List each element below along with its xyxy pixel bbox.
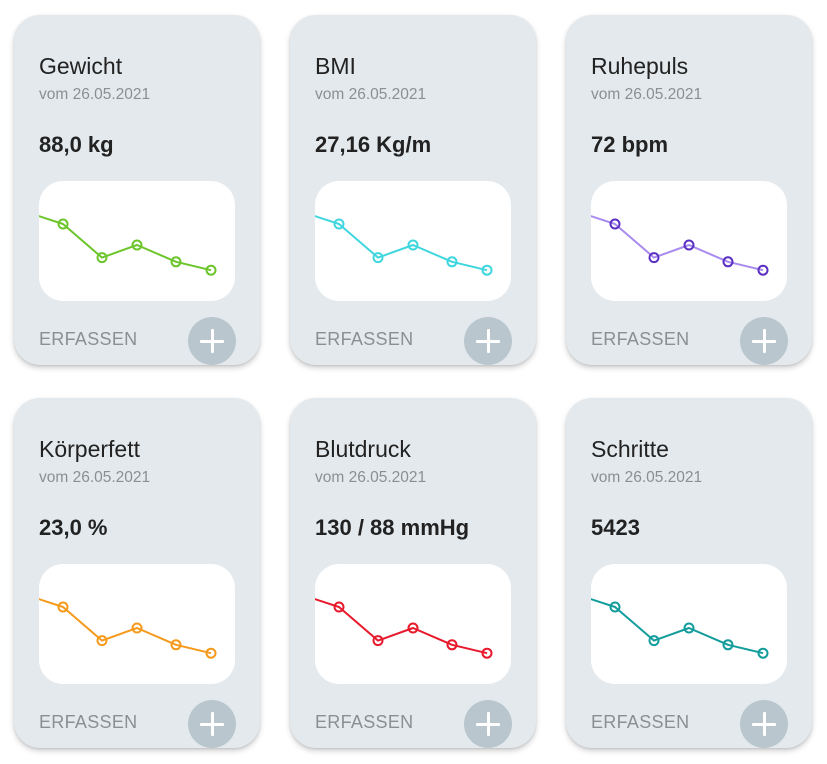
trend-point: [757, 264, 769, 276]
trend-point: [170, 256, 182, 268]
trend-chart: [315, 564, 511, 684]
card-value: 72 bpm: [591, 132, 669, 157]
card-date: vom 26.05.2021: [39, 469, 151, 486]
trend-point: [722, 639, 734, 651]
trend-point: [722, 256, 734, 268]
trend-line: [39, 215, 212, 272]
card-value: 23,0 %: [39, 515, 108, 540]
card-title: Körperfett: [39, 436, 140, 462]
trend-chart: [39, 564, 235, 684]
trend-point: [96, 252, 108, 264]
card-value: 27,16 Kg/m: [315, 132, 432, 157]
sparkline-svg: [39, 215, 217, 276]
trend-point: [609, 218, 621, 230]
erfassen-button[interactable]: ERFASSEN: [315, 329, 414, 349]
card-title: BMI: [315, 53, 356, 79]
card-value: 88,0 kg: [39, 132, 114, 157]
trend-line: [591, 598, 764, 655]
trend-chart: [315, 181, 511, 301]
add-entry-button[interactable]: [740, 700, 788, 748]
trend-point: [481, 264, 493, 276]
trend-point: [407, 239, 419, 251]
trend-point: [683, 239, 695, 251]
sparkline-svg: [591, 215, 769, 276]
trend-point: [683, 622, 695, 634]
trend-point: [481, 647, 493, 659]
sparkline-svg: [39, 598, 217, 659]
trend-point: [131, 622, 143, 634]
add-entry-button[interactable]: [188, 317, 236, 365]
erfassen-button[interactable]: ERFASSEN: [591, 329, 690, 349]
add-entry-button[interactable]: [464, 317, 512, 365]
trend-point: [757, 647, 769, 659]
trend-point: [446, 256, 458, 268]
trend-point: [648, 635, 660, 647]
add-entry-button[interactable]: [188, 700, 236, 748]
sparkline-svg: [315, 598, 493, 659]
add-entry-button[interactable]: [464, 700, 512, 748]
trend-line: [315, 598, 488, 655]
metric-card-bmi[interactable]: BMI vom 26.05.2021 27,16 Kg/m ERFASSEN: [290, 15, 536, 365]
add-entry-button[interactable]: [740, 317, 788, 365]
card-title: Ruhepuls: [591, 53, 689, 79]
trend-point: [170, 639, 182, 651]
trend-point: [609, 601, 621, 613]
metric-card-schritte[interactable]: Schritte vom 26.05.2021 5423 ERFASSEN: [566, 398, 812, 748]
card-date: vom 26.05.2021: [591, 86, 703, 103]
trend-line: [591, 215, 764, 272]
trend-point: [648, 252, 660, 264]
trend-point: [333, 601, 345, 613]
metric-card-blutdruck[interactable]: Blutdruck vom 26.05.2021 130 / 88 mmHg E…: [290, 398, 536, 748]
trend-chart: [39, 181, 235, 301]
trend-point: [57, 218, 69, 230]
sparkline-svg: [591, 598, 769, 659]
card-value: 130 / 88 mmHg: [315, 515, 470, 540]
card-title: Schritte: [591, 436, 669, 462]
card-value: 5423: [591, 515, 640, 540]
metric-card-gewicht[interactable]: Gewicht vom 26.05.2021 88,0 kg ERFASSEN: [14, 15, 260, 365]
trend-point: [205, 264, 217, 276]
card-date: vom 26.05.2021: [39, 86, 151, 103]
card-date: vom 26.05.2021: [591, 469, 703, 486]
trend-point: [96, 635, 108, 647]
trend-point: [205, 647, 217, 659]
trend-point: [407, 622, 419, 634]
trend-line: [315, 215, 488, 272]
erfassen-button[interactable]: ERFASSEN: [39, 712, 138, 732]
erfassen-button[interactable]: ERFASSEN: [39, 329, 138, 349]
erfassen-button[interactable]: ERFASSEN: [315, 712, 414, 732]
trend-point: [333, 218, 345, 230]
trend-point: [131, 239, 143, 251]
metric-card-ruhepuls[interactable]: Ruhepuls vom 26.05.2021 72 bpm ERFASSEN: [566, 15, 812, 365]
trend-point: [446, 639, 458, 651]
trend-chart: [591, 181, 787, 301]
sparkline-svg: [315, 215, 493, 276]
trend-chart: [591, 564, 787, 684]
trend-line: [39, 598, 212, 655]
card-date: vom 26.05.2021: [315, 86, 427, 103]
card-date: vom 26.05.2021: [315, 469, 427, 486]
card-title: Blutdruck: [315, 436, 411, 462]
trend-point: [57, 601, 69, 613]
trend-point: [372, 635, 384, 647]
metric-card-koerperfett[interactable]: Körperfett vom 26.05.2021 23,0 % ERFASSE…: [14, 398, 260, 748]
trend-point: [372, 252, 384, 264]
erfassen-button[interactable]: ERFASSEN: [591, 712, 690, 732]
card-title: Gewicht: [39, 53, 123, 79]
